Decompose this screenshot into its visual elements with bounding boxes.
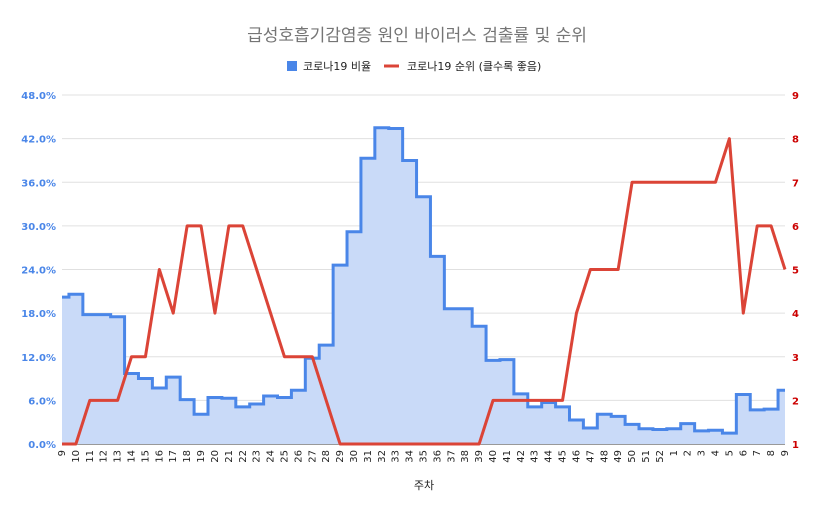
legend: 코로나19 비율 코로나19 순위 (클수록 좋음): [287, 60, 541, 73]
x-tick-label: 48: [599, 450, 610, 463]
left-tick-label: 36.0%: [21, 178, 56, 189]
x-tick-label: 11: [85, 450, 96, 463]
right-tick-label: 4: [792, 309, 799, 320]
rank-series-line: [62, 137, 787, 446]
x-tick-label: 45: [558, 450, 569, 463]
x-tick-label: 28: [321, 450, 332, 463]
x-tick-label: 35: [419, 450, 430, 463]
right-tick-label: 5: [792, 266, 799, 277]
legend-label-rank: 코로나19 순위 (클수록 좋음): [407, 60, 541, 73]
left-tick-label: 24.0%: [21, 266, 56, 277]
x-tick-label: 13: [113, 450, 124, 463]
x-tick-label: 14: [127, 450, 138, 463]
x-tick-label: 4: [710, 450, 721, 456]
right-tick-label: 3: [792, 353, 799, 364]
x-tick-label: 18: [182, 450, 193, 463]
x-tick-label: 24: [266, 450, 277, 463]
x-tick-label: 39: [474, 450, 485, 463]
x-tick-label: 31: [363, 450, 374, 463]
x-tick-label: 10: [71, 450, 82, 463]
x-tick-label: 20: [210, 450, 221, 463]
right-tick-label: 9: [792, 91, 799, 102]
right-axis-ticks: 1 2 3 4 5 6 7 8 9: [792, 91, 799, 451]
left-tick-label: 18.0%: [21, 309, 56, 320]
x-tick-label: 33: [391, 450, 402, 463]
x-tick-label: 3: [697, 450, 708, 456]
ratio-area: [62, 126, 785, 444]
right-tick-label: 8: [792, 135, 799, 146]
ratio-area-fill: [62, 127, 785, 444]
x-tick-label: 7: [752, 450, 763, 456]
x-tick-label: 44: [544, 450, 555, 463]
left-tick-label: 48.0%: [21, 91, 56, 102]
x-tick-label: 34: [405, 450, 416, 463]
x-tick-label: 36: [432, 450, 443, 463]
x-tick-label: 47: [585, 450, 596, 463]
left-tick-label: 0.0%: [28, 440, 56, 451]
left-tick-label: 12.0%: [21, 353, 56, 364]
legend-swatch-ratio: [287, 61, 297, 71]
x-tick-label: 22: [238, 450, 249, 463]
x-tick-label: 21: [224, 450, 235, 463]
right-tick-label: 7: [792, 178, 799, 189]
x-tick-label: 19: [196, 450, 207, 463]
x-tick-label: 2: [683, 450, 694, 456]
x-tick-label: 23: [252, 450, 263, 463]
right-tick-label: 1: [792, 440, 799, 451]
x-tick-label: 52: [655, 450, 666, 463]
x-tick-label: 17: [168, 450, 179, 463]
right-tick-label: 6: [792, 222, 799, 233]
x-tick-label: 32: [377, 450, 388, 463]
x-tick-label: 49: [613, 450, 624, 463]
x-tick-label: 12: [99, 450, 110, 463]
ratio-series-line: [62, 126, 785, 435]
x-tick-label: 30: [349, 450, 360, 463]
x-tick-label: 6: [738, 450, 749, 456]
x-tick-label: 43: [530, 450, 541, 463]
x-tick-label: 37: [446, 450, 457, 463]
x-tick-label: 27: [307, 450, 318, 463]
chart-title: 급성호흡기감염증 원인 바이러스 검출률 및 순위: [247, 26, 587, 46]
x-tick-label: 5: [724, 450, 735, 456]
left-tick-label: 42.0%: [21, 135, 56, 146]
x-tick-label: 9: [57, 450, 68, 456]
x-tick-label: 15: [140, 450, 151, 463]
x-axis-label: 주차: [414, 479, 434, 492]
x-tick-label: 1: [669, 450, 680, 456]
x-tick-label: 29: [335, 450, 346, 463]
right-tick-label: 2: [792, 396, 799, 407]
x-tick-label: 9: [780, 450, 791, 456]
x-tick-label: 42: [516, 450, 527, 463]
x-tick-label: 51: [641, 450, 652, 463]
x-tick-label: 40: [488, 450, 499, 463]
x-tick-label: 46: [571, 450, 582, 463]
left-axis-ticks: 0.0% 6.0% 12.0% 18.0% 24.0% 30.0% 36.0% 42.0% 48…: [21, 91, 56, 451]
x-tick-label: 16: [154, 450, 165, 463]
x-tick-label: 8: [766, 450, 777, 456]
x-tick-label: 26: [293, 450, 304, 463]
left-tick-label: 30.0%: [21, 222, 56, 233]
x-tick-label: 38: [460, 450, 471, 463]
legend-label-ratio: 코로나19 비율: [303, 60, 371, 73]
x-axis-ticks: 9 10 11 12 13 14 15 16 17 18 19 20 21 22 23 24 25 26 27 28 2…: [57, 450, 791, 463]
x-tick-label: 41: [502, 450, 513, 463]
left-tick-label: 6.0%: [28, 396, 56, 407]
x-tick-label: 25: [279, 450, 290, 463]
rank-line: [62, 137, 787, 446]
x-tick-label: 50: [627, 450, 638, 463]
